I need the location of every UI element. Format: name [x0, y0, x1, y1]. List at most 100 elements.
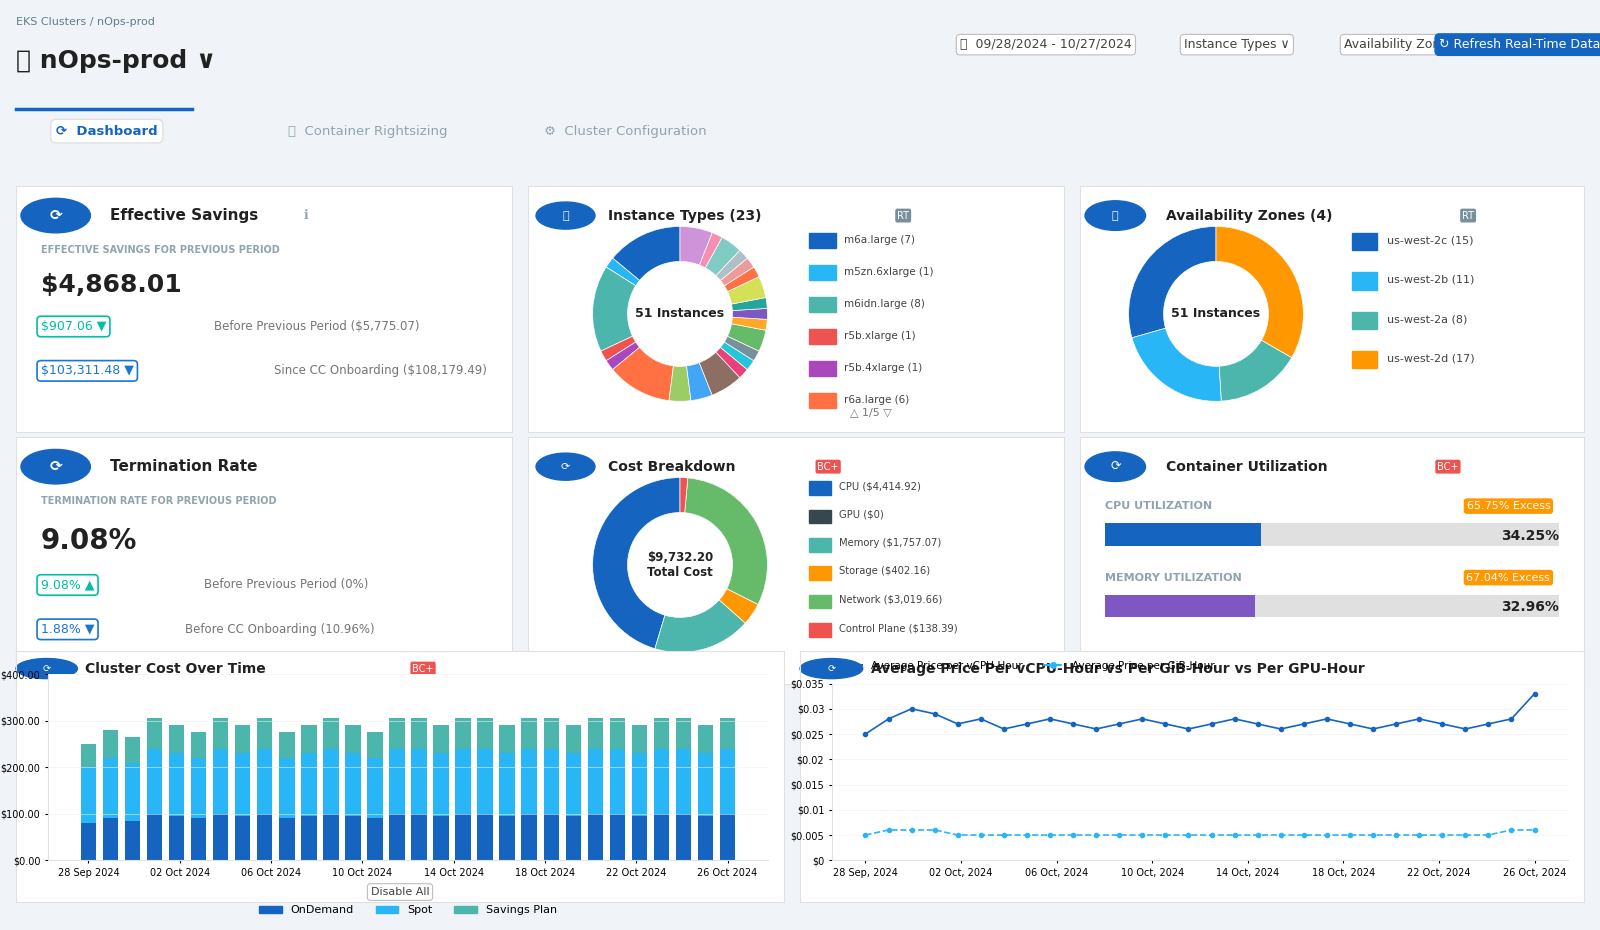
Bar [477, 749, 493, 814]
Bar [632, 817, 646, 860]
Circle shape [536, 202, 595, 229]
Average Price per vCPU-Hour [1155, 718, 1174, 729]
Bar [522, 718, 538, 749]
Bar [258, 718, 272, 749]
Bar [1106, 524, 1558, 546]
Text: $103,311.48 ▼: $103,311.48 ▼ [42, 365, 134, 378]
Bar [323, 718, 339, 749]
Text: Before Previous Period (0%): Before Previous Period (0%) [205, 578, 370, 591]
Average Price per vCPU-Hour [1341, 718, 1360, 729]
Average Price per vCPU-Hour [1179, 724, 1198, 735]
Bar [147, 749, 162, 814]
Text: ℹ: ℹ [304, 209, 309, 222]
Bar [80, 823, 96, 860]
Text: Before CC Onboarding (10.96%): Before CC Onboarding (10.96%) [184, 623, 374, 636]
Text: 9.08%: 9.08% [42, 526, 138, 554]
Bar [80, 744, 96, 767]
Circle shape [1085, 452, 1146, 482]
Average Price per GiB-Hour [1133, 830, 1152, 841]
Bar [1106, 595, 1558, 617]
Bar [654, 814, 669, 860]
Average Price per vCPU-Hour [1064, 718, 1083, 729]
Wedge shape [715, 347, 747, 378]
Bar [698, 753, 714, 817]
Bar [1352, 232, 1378, 250]
Text: 👤  Container Rightsizing: 👤 Container Rightsizing [288, 125, 448, 138]
Legend: Average Price per vCPU-Hour, Average Price per GiB-Hour: Average Price per vCPU-Hour, Average Pri… [837, 657, 1219, 675]
Bar [698, 725, 714, 753]
Circle shape [16, 658, 77, 679]
Bar [389, 814, 405, 860]
Wedge shape [680, 227, 712, 265]
Bar [147, 718, 162, 749]
Average Price per GiB-Hour [994, 830, 1013, 841]
Average Price per vCPU-Hour [1018, 718, 1037, 729]
Average Price per GiB-Hour [949, 830, 968, 841]
Bar [456, 749, 470, 814]
Wedge shape [592, 477, 680, 649]
Average Price per GiB-Hour [1110, 830, 1130, 841]
Bar [1106, 524, 1261, 546]
Wedge shape [1219, 340, 1291, 401]
Text: r5b.xlarge (1): r5b.xlarge (1) [845, 331, 915, 341]
Bar [80, 767, 96, 823]
Text: ⟳: ⟳ [827, 664, 835, 673]
Bar [434, 753, 448, 817]
Wedge shape [728, 324, 766, 352]
Bar [456, 814, 470, 860]
Average Price per GiB-Hour [1387, 830, 1406, 841]
Text: Memory ($1,757.07): Memory ($1,757.07) [838, 538, 941, 548]
Bar [278, 758, 294, 818]
Average Price per vCPU-Hour [1086, 724, 1106, 735]
Line: Average Price per GiB-Hour: Average Price per GiB-Hour [864, 828, 1536, 837]
Wedge shape [685, 478, 768, 604]
Text: 34.25%: 34.25% [1501, 528, 1558, 543]
Text: 65.75% Excess: 65.75% Excess [1467, 501, 1550, 512]
Bar [810, 595, 830, 608]
Wedge shape [699, 352, 739, 395]
Bar [499, 753, 515, 817]
Bar [301, 725, 317, 753]
Average Price per vCPU-Hour [1270, 724, 1290, 735]
Text: Termination Rate: Termination Rate [110, 459, 258, 474]
Bar [522, 814, 538, 860]
Text: Container Utilization: Container Utilization [1166, 459, 1328, 473]
Bar [720, 814, 736, 860]
Wedge shape [720, 342, 754, 369]
Text: ⟳: ⟳ [50, 459, 62, 474]
Average Price per vCPU-Hour [1294, 718, 1314, 729]
Text: Effective Savings: Effective Savings [110, 208, 259, 223]
Text: ⚙  Cluster Configuration: ⚙ Cluster Configuration [544, 125, 707, 138]
Text: Storage ($402.16): Storage ($402.16) [838, 566, 930, 577]
Average Price per GiB-Hour [1179, 830, 1198, 841]
Wedge shape [731, 298, 768, 311]
Legend: OnDemand, Spot, Savings Plan: OnDemand, Spot, Savings Plan [254, 901, 562, 920]
Bar [810, 265, 837, 280]
Average Price per vCPU-Hour [1133, 713, 1152, 724]
Bar [235, 753, 251, 817]
Wedge shape [725, 267, 758, 291]
Wedge shape [613, 347, 674, 401]
Bar [522, 749, 538, 814]
Average Price per vCPU-Hour [1387, 718, 1406, 729]
Average Price per GiB-Hour [1410, 830, 1429, 841]
Wedge shape [728, 276, 766, 304]
Text: RT: RT [1462, 210, 1474, 220]
Text: 🌐: 🌐 [1112, 210, 1118, 220]
Average Price per GiB-Hour [1270, 830, 1290, 841]
Bar [411, 814, 427, 860]
Wedge shape [718, 589, 758, 623]
Line: Average Price per vCPU-Hour: Average Price per vCPU-Hour [864, 692, 1536, 737]
Bar [368, 758, 382, 818]
Wedge shape [1128, 227, 1216, 338]
Text: ⟳: ⟳ [50, 208, 62, 223]
Average Price per vCPU-Hour [1202, 718, 1221, 729]
Text: $907.06 ▼: $907.06 ▼ [42, 320, 106, 333]
Bar [434, 817, 448, 860]
Average Price per vCPU-Hour [971, 713, 990, 724]
Wedge shape [654, 600, 746, 652]
Average Price per GiB-Hour [1248, 830, 1267, 841]
Bar [368, 818, 382, 860]
Bar [810, 361, 837, 376]
Bar [213, 718, 229, 749]
